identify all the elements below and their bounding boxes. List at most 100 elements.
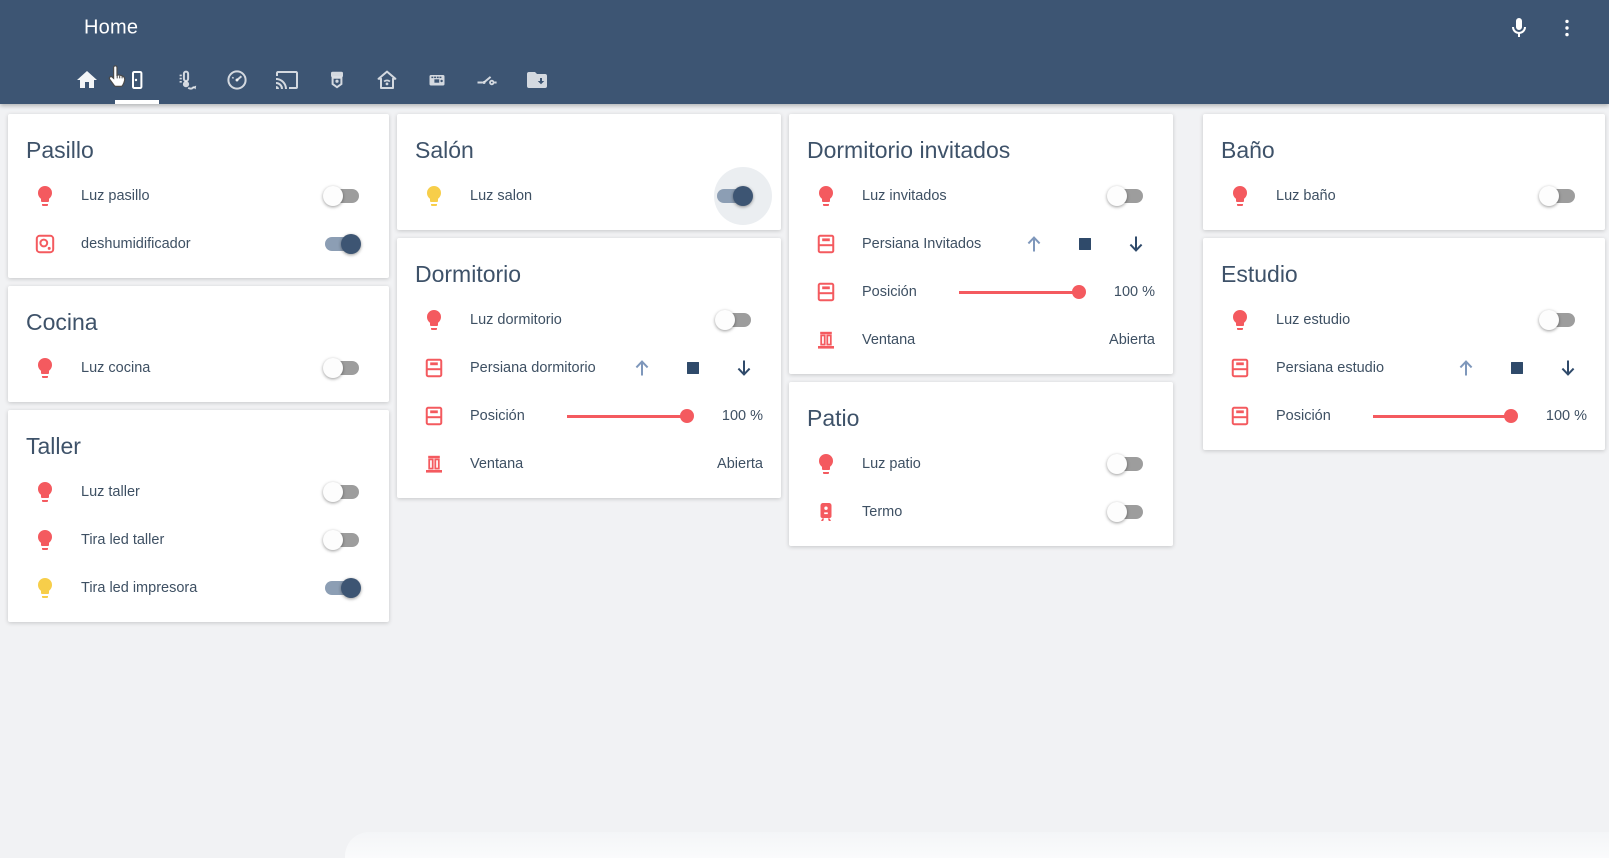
toggle-knob [1539,310,1559,330]
toggle-luz-bano[interactable] [1539,186,1577,206]
arrow-down-icon [1129,235,1143,252]
lightbulb-icon [814,184,838,208]
toggle-termo[interactable] [1107,502,1145,522]
bottom-sheet-edge [345,832,1609,858]
slider-value: 100 % [1545,408,1587,424]
toggle-knob [323,186,343,206]
cover-close-button[interactable] [1556,356,1580,380]
tab-home-network[interactable] [362,56,412,104]
cover-close-button[interactable] [732,356,756,380]
tab-switches[interactable] [462,56,512,104]
toggle-knob [733,186,753,206]
position-slider[interactable] [567,406,694,426]
slider-knob[interactable] [1504,409,1518,423]
position-slider[interactable] [1373,406,1518,426]
card-title-salon: Salón [415,137,474,163]
thermometer-icon [178,70,198,91]
dots-vertical-menu-icon[interactable] [1555,16,1579,40]
gauge-icon [227,70,247,90]
card-title-dormitorio-invitados: Dormitorio invitados [807,137,1011,163]
cover-stop-button[interactable] [1073,232,1097,256]
column-1: Pasillo Luz pasillo deshumidificador Coc… [8,114,389,630]
air-humidifier-icon [33,232,57,256]
arrow-down-icon [737,359,751,376]
toggle-luz-dormitorio[interactable] [715,310,753,330]
cover-controls [630,356,756,380]
position-slider[interactable] [959,282,1086,302]
arrow-up-icon [635,360,649,377]
card-title-cocina: Cocina [26,309,98,335]
window-shutter-icon [814,232,838,256]
entity-label: Luz dormitorio [470,312,562,328]
toggle-tira-led-impresora[interactable] [323,578,361,598]
security-camera-icon [330,70,344,89]
cover-open-button[interactable] [1454,356,1478,380]
cover-open-button[interactable] [1022,232,1046,256]
entity-label: Posición [862,284,917,300]
slider-fill [567,409,694,423]
cover-open-button[interactable] [630,356,654,380]
tab-climate[interactable] [162,56,212,104]
toggle-luz-salon[interactable] [714,167,772,225]
window-shutter-icon [1228,404,1252,428]
window-shutter-icon [1228,356,1252,380]
column-2: Salón Luz salon Dormitorio Luz dormitori… [397,114,781,506]
tab-downloads[interactable] [512,56,562,104]
toggle-knob [1107,454,1127,474]
lightbulb-icon [422,184,446,208]
card-title-taller: Taller [26,433,81,459]
arrow-down-icon [1561,359,1575,376]
entity-label: deshumidificador [81,236,191,252]
entity-row: Posición 100 % [805,268,1157,316]
lightbulb-icon [33,184,57,208]
entity-row: Luz estudio [1219,296,1589,344]
toggle-luz-estudio[interactable] [1539,310,1577,330]
dashboard-view: Pasillo Luz pasillo deshumidificador Coc… [8,114,1605,630]
folder-download-icon [527,72,547,88]
toggle-luz-invitados[interactable] [1107,186,1145,206]
tab-devices[interactable] [412,56,462,104]
card-estudio: Estudio Luz estudio Persiana estudio Pos… [1203,238,1605,450]
column-4: Baño Luz baño Estudio Luz estudio Persia… [1203,114,1605,458]
toggle-luz-patio[interactable] [1107,454,1145,474]
tab-cameras[interactable] [312,56,362,104]
tab-home[interactable] [62,56,112,104]
entity-label: Persiana Invitados [862,236,982,252]
entity-row: Persiana estudio [1219,344,1589,392]
card-dormitorio-invitados: Dormitorio invitados Luz invitados Persi… [789,114,1173,374]
tab-cast[interactable] [262,56,312,104]
card-pasillo: Pasillo Luz pasillo deshumidificador [8,114,389,278]
cover-stop-button[interactable] [1505,356,1529,380]
toggle-luz-pasillo[interactable] [323,186,361,206]
entity-row: Termo [805,488,1157,536]
entity-label: Persiana estudio [1276,360,1385,376]
home-icon [77,71,97,88]
toggle-tira-led-taller[interactable] [323,530,361,550]
window-shutter-icon [814,280,838,304]
toggle-knob [341,234,361,254]
toggle-knob [1107,186,1127,206]
slider-knob[interactable] [680,409,694,423]
toggle-knob [1107,502,1127,522]
tab-doors[interactable] [112,56,162,104]
entity-label: Luz taller [81,484,140,500]
microphone-icon[interactable] [1507,16,1531,40]
cover-close-button[interactable] [1124,232,1148,256]
toggle-luz-cocina[interactable] [323,358,361,378]
toggle-knob [323,358,343,378]
slider-knob[interactable] [1072,285,1086,299]
toggle-luz-taller[interactable] [323,482,361,502]
toggle-deshumidificador[interactable] [323,234,361,254]
window-shutter-icon [422,404,446,428]
door-icon [132,71,143,89]
card-title-patio: Patio [807,405,860,431]
entity-label: Posición [470,408,525,424]
cover-stop-button[interactable] [681,356,705,380]
tab-gauges[interactable] [212,56,262,104]
column-3: Dormitorio invitados Luz invitados Persi… [789,114,1173,554]
card-cocina: Cocina Luz cocina [8,286,389,402]
entity-row: Posición 100 % [413,392,765,440]
cast-icon [276,71,298,89]
card-title-dormitorio: Dormitorio [415,261,522,287]
entity-label: Luz patio [862,456,921,472]
